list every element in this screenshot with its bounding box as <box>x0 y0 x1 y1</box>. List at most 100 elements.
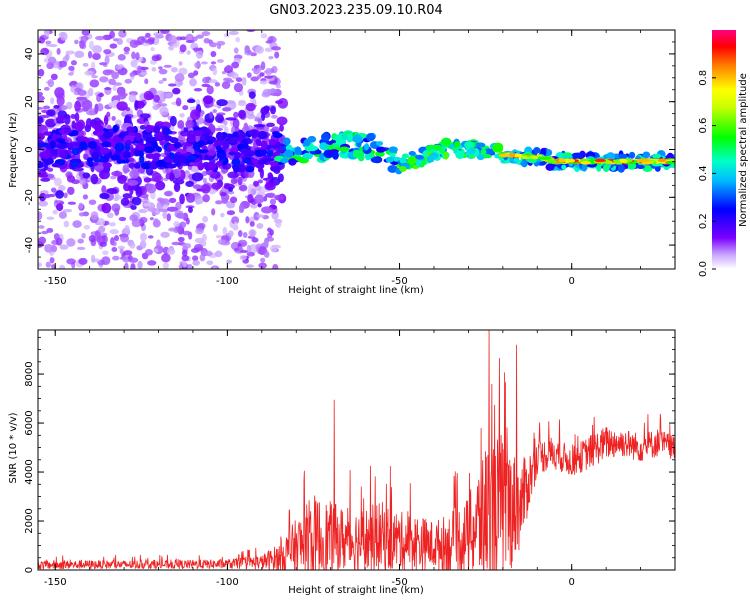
spectrogram-noise-cell <box>202 177 207 184</box>
spectrogram-noise-cell <box>206 85 214 95</box>
spectrogram-noise-cell <box>263 195 268 202</box>
spectrogram-noise-cell <box>266 192 276 199</box>
spectrogram-band-cell <box>168 152 175 159</box>
spectrogram-noise-cell <box>169 125 175 131</box>
spectrogram-noise-cell <box>197 222 206 229</box>
snr-y-axis-label: SNR (10 * v/v) <box>8 412 19 483</box>
spectrogram-noise-cell <box>122 164 129 174</box>
spectrogram-noise-cell <box>225 117 237 121</box>
spectrogram-noise-cell <box>71 120 76 129</box>
spectrogram-noise-cell <box>247 193 254 204</box>
spectrogram-noise-cell <box>158 66 163 70</box>
spectrogram-band-cell <box>60 150 68 159</box>
spectrogram-noise-cell <box>53 104 60 109</box>
spectrogram-noise-cell <box>109 229 119 235</box>
spectrogram-noise-cell <box>117 245 126 250</box>
spectrogram-noise-cell <box>109 30 116 39</box>
spectrogram-band-cell <box>346 133 353 143</box>
spectrogram-noise-cell <box>270 244 278 253</box>
spectrogram-noise-cell <box>177 236 185 243</box>
spectrogram-noise-cell <box>111 71 120 80</box>
spectrogram-band-cell <box>38 142 49 147</box>
spectrogram-noise-cell <box>124 225 130 234</box>
spectrogram-band-cell <box>206 140 214 145</box>
spectrogram-noise-cell <box>238 203 245 212</box>
spectrogram-noise-cell <box>95 35 105 41</box>
spectrogram-band-cell <box>288 158 297 166</box>
spectrogram-noise-cell <box>144 248 153 256</box>
spectrogram-noise-cell <box>238 184 248 192</box>
spectrogram-noise-cell <box>38 225 45 229</box>
spectrogram-noise-cell <box>241 76 247 86</box>
spectrogram-noise-cell <box>216 43 222 50</box>
spectrogram-noise-cell <box>83 153 89 160</box>
spectrogram-band-cell <box>51 163 60 168</box>
spectrogram-band-cell <box>561 164 567 170</box>
spectrogram-noise-cell <box>249 229 256 237</box>
spectrogram-band-cell <box>366 132 376 142</box>
spectrogram-band-cell <box>375 141 384 146</box>
spectrogram-band-cell <box>581 163 588 172</box>
spectrogram-noise-cell <box>177 213 185 219</box>
spectrogram-noise-cell <box>47 78 55 88</box>
spectrogram-noise-cell <box>258 262 267 269</box>
spectrogram-noise-cell <box>230 72 239 80</box>
spectrogram-band-cell <box>602 164 610 172</box>
spectrogram-core-cell <box>636 158 650 163</box>
spectrogram-noise-cell <box>63 220 70 228</box>
spectrogram-band-cell <box>443 151 449 160</box>
spectrogram-noise-cell <box>59 244 69 250</box>
spectrogram-noise-cell <box>63 192 68 199</box>
spectrogram-noise-cell <box>99 241 107 247</box>
spectrogram-band-cell <box>134 132 142 141</box>
spectrogram-band-cell <box>332 151 339 160</box>
spectrogram-noise-cell <box>44 30 50 37</box>
spectrogram-band-cell <box>173 141 182 149</box>
spectrogram-noise-cell <box>217 239 226 245</box>
spectrogram-noise-cell <box>159 106 169 116</box>
spectrogram-noise-cell <box>54 87 65 98</box>
spectrogram-band-cell <box>455 150 465 159</box>
colorbar-tick-label: 0.8 <box>698 70 709 86</box>
spectrogram-band-cell <box>138 150 144 158</box>
spectrogram-core-cell <box>619 158 626 163</box>
spectrogram-noise-cell <box>38 173 49 178</box>
spectrogram-noise-cell <box>131 51 136 60</box>
spectrogram-noise-cell <box>45 118 57 128</box>
spectrogram-noise-cell <box>88 199 97 205</box>
spectrogram-noise-cell <box>48 56 57 64</box>
spectrogram-noise-cell <box>104 55 110 65</box>
spectrogram-noise-cell <box>257 202 262 208</box>
spectrogram-noise-cell <box>189 78 197 87</box>
spectrogram-core-cell <box>498 153 510 158</box>
spectrogram-core-cell <box>580 161 592 165</box>
spectrogram-core-cell <box>529 155 540 160</box>
spectrogram-band-cell <box>197 139 205 148</box>
spectrogram-noise-cell <box>263 251 270 258</box>
spectrogram-noise-cell <box>256 214 265 218</box>
spectrogram-noise-cell <box>220 192 227 197</box>
spectrogram-noise-cell <box>145 167 154 176</box>
spectrogram-noise-cell <box>275 221 282 228</box>
y-tick-label: 0 <box>24 146 35 152</box>
spectrogram-band-cell <box>177 155 187 164</box>
spectrogram-band-cell <box>122 150 132 159</box>
spectrogram-band-cell <box>206 149 216 156</box>
spectrogram-noise-cell <box>113 235 120 242</box>
spectrogram-noise-cell <box>211 182 222 190</box>
spectrogram-noise-cell <box>213 223 218 232</box>
spectrogram-noise-cell <box>215 114 224 123</box>
spectrogram-band-cell <box>142 134 152 139</box>
spectrogram-noise-cell <box>245 216 250 224</box>
spectrogram-noise-cell <box>179 193 185 205</box>
spectrogram-noise-cell <box>77 238 84 244</box>
spectrogram-noise-cell <box>130 205 137 210</box>
spectrogram-noise-cell <box>276 116 288 126</box>
spectrogram-band-cell <box>617 164 625 173</box>
spectrogram-noise-cell <box>38 211 43 221</box>
spectrogram-noise-cell <box>64 114 71 125</box>
spectrogram-noise-cell <box>271 46 282 51</box>
colorbar-tick-label: 0.0 <box>698 261 709 277</box>
spectrogram-noise-cell <box>144 78 149 85</box>
spectrogram-noise-cell <box>145 32 151 38</box>
